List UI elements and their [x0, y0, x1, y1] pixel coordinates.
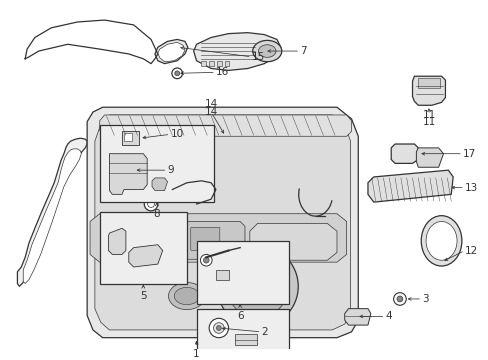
FancyBboxPatch shape: [196, 309, 288, 360]
Circle shape: [393, 293, 406, 305]
Text: 11: 11: [422, 110, 435, 120]
Polygon shape: [23, 149, 81, 283]
Polygon shape: [152, 178, 167, 190]
Polygon shape: [193, 33, 280, 71]
Text: 12: 12: [464, 246, 477, 256]
FancyBboxPatch shape: [157, 227, 185, 251]
Circle shape: [240, 269, 274, 304]
Circle shape: [226, 255, 288, 318]
FancyBboxPatch shape: [216, 270, 229, 280]
Ellipse shape: [258, 45, 275, 57]
FancyBboxPatch shape: [122, 131, 139, 145]
Text: 11: 11: [422, 117, 435, 127]
Text: 4: 4: [385, 311, 391, 321]
Polygon shape: [108, 228, 125, 255]
Text: 7: 7: [300, 46, 306, 56]
Circle shape: [203, 257, 209, 263]
FancyBboxPatch shape: [190, 227, 220, 251]
Polygon shape: [90, 214, 346, 262]
Circle shape: [171, 68, 182, 78]
Circle shape: [147, 201, 154, 207]
Polygon shape: [109, 154, 147, 194]
Circle shape: [213, 323, 224, 333]
Text: 15: 15: [251, 52, 264, 62]
Text: 16: 16: [216, 67, 229, 77]
Text: 1: 1: [193, 349, 200, 359]
Polygon shape: [158, 42, 184, 62]
Circle shape: [200, 255, 212, 266]
FancyBboxPatch shape: [235, 334, 256, 346]
Polygon shape: [87, 107, 358, 338]
Text: 2: 2: [261, 327, 267, 337]
Polygon shape: [114, 221, 244, 259]
Text: 9: 9: [167, 165, 174, 175]
Polygon shape: [95, 115, 350, 330]
FancyBboxPatch shape: [100, 212, 186, 284]
Text: 13: 13: [464, 183, 477, 193]
Text: 3: 3: [421, 294, 428, 304]
FancyBboxPatch shape: [100, 125, 214, 202]
Polygon shape: [18, 138, 87, 286]
Circle shape: [216, 325, 221, 330]
Ellipse shape: [174, 287, 199, 305]
Circle shape: [217, 246, 298, 327]
Polygon shape: [100, 115, 351, 136]
Polygon shape: [155, 40, 187, 64]
Text: 14: 14: [204, 107, 217, 117]
Text: 14: 14: [204, 99, 217, 109]
FancyBboxPatch shape: [417, 78, 439, 88]
Polygon shape: [416, 148, 443, 167]
FancyBboxPatch shape: [209, 61, 214, 66]
Polygon shape: [128, 245, 163, 267]
Circle shape: [396, 296, 402, 302]
FancyBboxPatch shape: [224, 61, 229, 66]
Text: 8: 8: [153, 209, 160, 219]
Circle shape: [209, 318, 228, 338]
Ellipse shape: [420, 216, 461, 266]
Polygon shape: [390, 144, 417, 163]
Circle shape: [144, 197, 158, 211]
Polygon shape: [412, 76, 445, 105]
Text: 17: 17: [462, 149, 475, 159]
Ellipse shape: [252, 40, 281, 62]
Polygon shape: [344, 309, 370, 325]
Ellipse shape: [168, 283, 205, 310]
Text: 6: 6: [236, 311, 243, 320]
Text: 10: 10: [170, 129, 183, 139]
Circle shape: [174, 71, 179, 76]
Text: 5: 5: [140, 291, 146, 301]
Polygon shape: [367, 170, 452, 202]
FancyBboxPatch shape: [123, 133, 131, 141]
FancyBboxPatch shape: [122, 227, 152, 251]
Polygon shape: [249, 224, 336, 260]
Ellipse shape: [425, 221, 456, 260]
FancyBboxPatch shape: [201, 61, 206, 66]
Circle shape: [216, 122, 225, 131]
FancyBboxPatch shape: [196, 241, 288, 304]
FancyBboxPatch shape: [217, 61, 221, 66]
